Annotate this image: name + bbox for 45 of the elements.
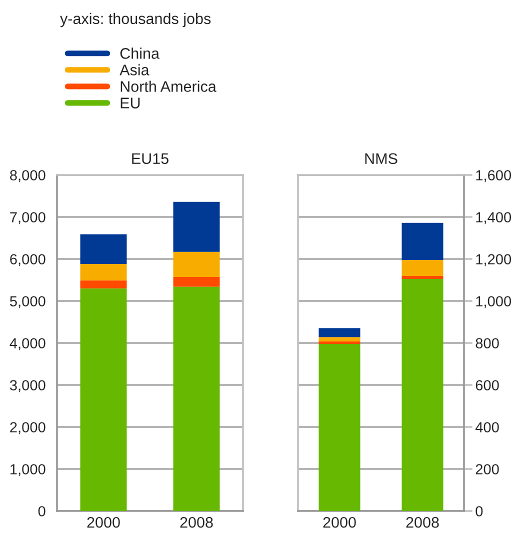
bar	[80, 288, 127, 511]
legend-label: China	[120, 48, 160, 59]
bar	[318, 328, 360, 338]
chart-title: NMS	[365, 153, 398, 164]
y2-tick-label: 400	[475, 422, 499, 432]
bar	[402, 260, 444, 276]
bar	[402, 278, 444, 511]
y-tick-label: 5,000	[10, 296, 46, 308]
bar	[402, 222, 444, 260]
bar	[173, 286, 220, 511]
y2-tick-label: 800	[476, 338, 499, 348]
bar	[173, 252, 220, 278]
y2-tick-label: 0	[476, 506, 483, 516]
y-tick-label: 3,000	[10, 380, 46, 392]
bar	[318, 337, 360, 342]
y2-tick-label: 1,000	[476, 296, 512, 308]
y2-tick-label: 1,200	[476, 254, 512, 266]
y2-tick-label: 600	[476, 380, 499, 390]
bar	[402, 276, 444, 279]
bar	[318, 342, 360, 344]
legend-label: North America	[120, 80, 216, 92]
y2-tick-label: 1,400	[476, 212, 512, 224]
y-tick-label: 7,000	[10, 212, 46, 224]
x-tick-label: 2000	[323, 516, 356, 528]
bar	[80, 280, 127, 288]
legend-label: Asia	[120, 64, 150, 76]
y-tick-label: 0	[38, 506, 46, 516]
y-tick-label: 6,000	[10, 254, 46, 266]
chart-title: EU15	[132, 153, 168, 164]
y2-tick-label: 1,600	[476, 170, 512, 182]
y-tick-label: 8,000	[10, 170, 46, 182]
y-tick-label: 1,000	[10, 464, 46, 476]
x-tick-label: 2000	[87, 516, 120, 528]
y2-tick-label: 200	[476, 464, 499, 474]
bar	[318, 344, 360, 511]
x-tick-label: 2008	[180, 516, 213, 528]
bar	[173, 202, 220, 252]
bar	[173, 277, 220, 287]
y-tick-label: 4,000	[10, 338, 46, 350]
legend-label: EU	[120, 98, 140, 108]
bar	[80, 264, 127, 280]
y-tick-label: 2,000	[10, 422, 46, 434]
x-tick-label: 2008	[406, 516, 439, 528]
bar	[80, 234, 127, 264]
text: y-axis: thousands jobs	[60, 12, 211, 28]
